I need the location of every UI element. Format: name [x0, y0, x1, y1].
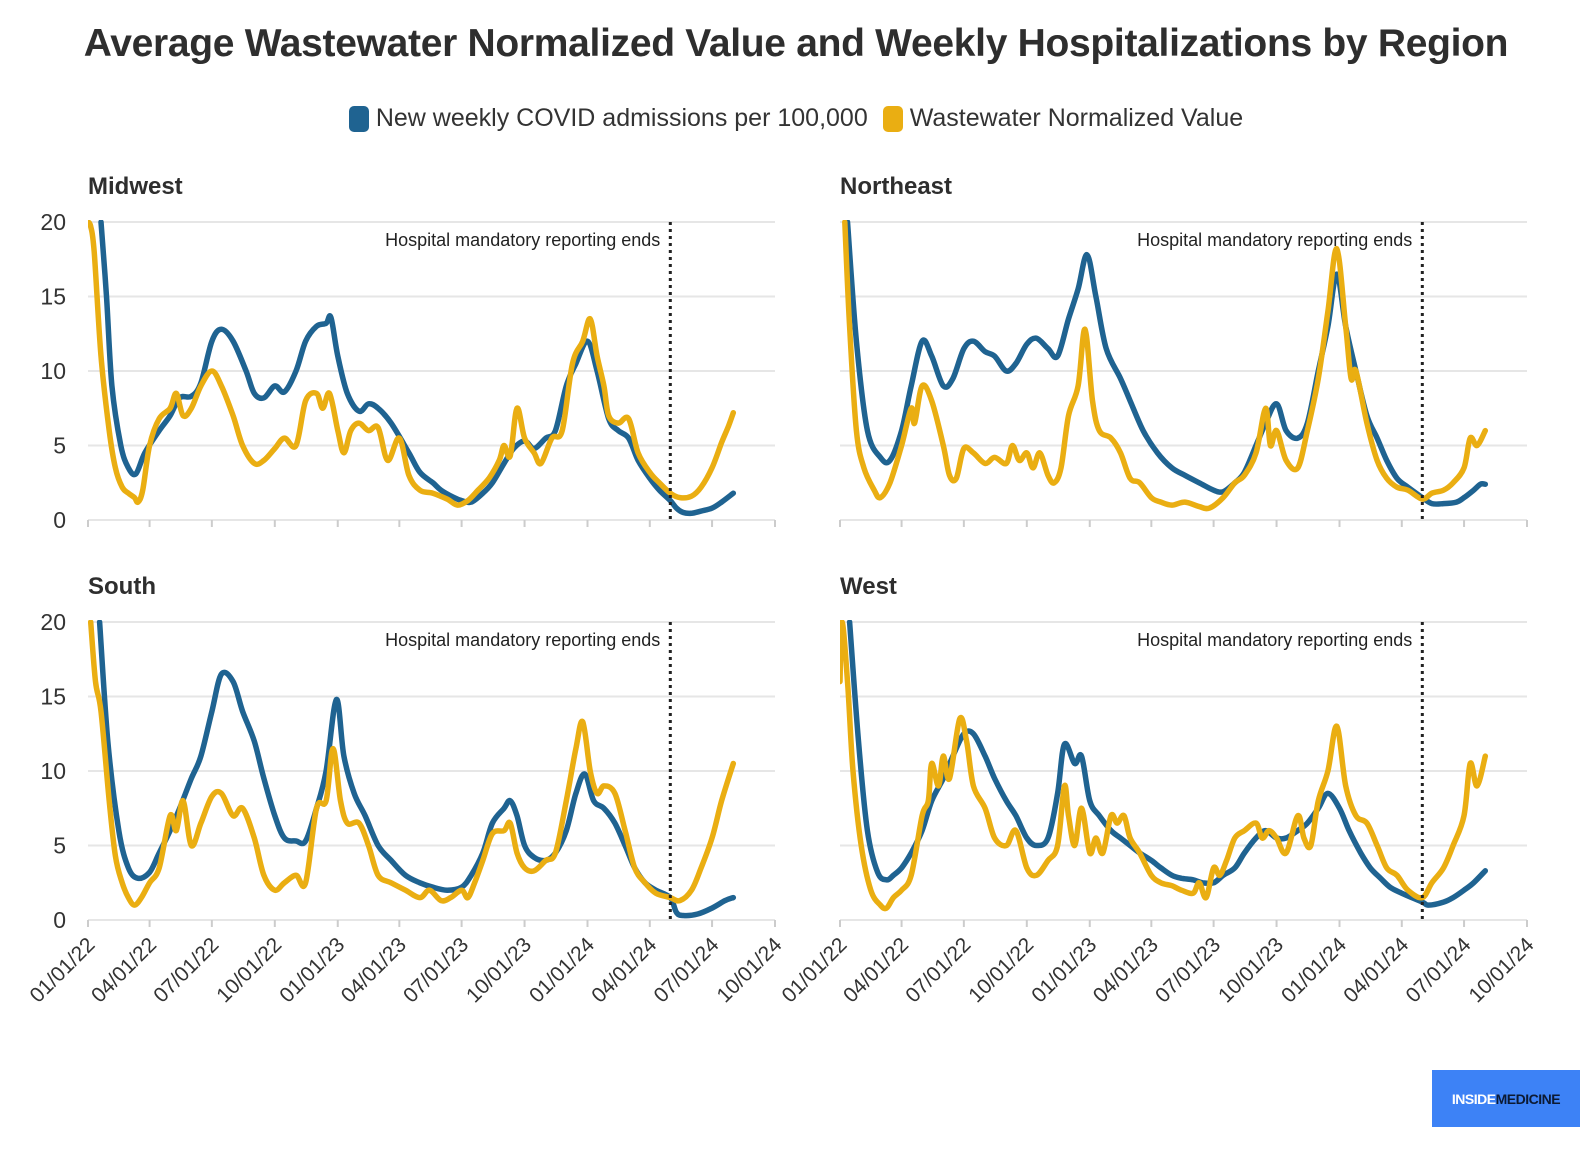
y-tick-label: 0 [53, 507, 66, 533]
series-line-wastewater-normalized-value [840, 620, 1489, 912]
series-line-new-weekly-covid-admissions-per-100-000 [844, 220, 1489, 507]
panel-midwest: Midwest 0 5 10 15 20 Hospital mandatory report… [40, 173, 776, 533]
panel-northeast: Northeast Hospital mandatory reporting en… [839, 173, 1528, 527]
x-tick-label: 10/01/23 [462, 933, 536, 1007]
x-tick-label: 07/01/24 [650, 933, 724, 1007]
x-tick-label: 04/01/22 [87, 933, 161, 1007]
logo-text-medicine: MEDICINE [1495, 1090, 1561, 1107]
legend-swatch-wastewater [882, 105, 903, 132]
x-tick-label: 01/01/24 [525, 933, 599, 1007]
y-tick-label: 15 [40, 684, 66, 710]
legend-label-wastewater: Wastewater Normalized Value [909, 104, 1244, 132]
legend: New weekly COVID admissions per 100,000 … [0, 104, 1592, 139]
x-tick-label: 04/01/22 [839, 933, 913, 1007]
panel-title-south: South [88, 573, 156, 600]
y-tick-label: 15 [40, 284, 66, 310]
y-tick-label: 20 [40, 609, 66, 635]
x-tick-label: 01/01/22 [777, 933, 851, 1007]
x-tick-label: 10/01/24 [1464, 933, 1538, 1007]
legend-item-admissions[interactable]: New weekly COVID admissions per 100,000 [348, 104, 868, 133]
panel-title-west: West [840, 573, 897, 600]
x-tick-label: 07/01/22 [901, 933, 975, 1007]
y-tick-label: 10 [40, 758, 66, 784]
series-line-wastewater-normalized-value [88, 220, 737, 508]
panel-title-northeast: Northeast [840, 173, 952, 200]
x-tick-label: 07/01/24 [1402, 933, 1476, 1007]
x-tick-label: 10/01/22 [212, 933, 286, 1007]
y-tick-label: 5 [53, 833, 66, 859]
series-line-new-weekly-covid-admissions-per-100-000 [96, 620, 737, 919]
y-tick-label: 0 [53, 907, 66, 933]
x-tick-label: 07/01/22 [149, 933, 223, 1007]
legend-swatch-admissions [348, 105, 369, 132]
series-line-wastewater-normalized-value [88, 620, 737, 908]
legend-item-wastewater[interactable]: Wastewater Normalized Value [882, 104, 1244, 133]
x-tick-label: 01/01/24 [1277, 933, 1351, 1007]
x-tick-label: 10/01/24 [712, 933, 786, 1007]
x-tick-label: 04/01/24 [1339, 933, 1413, 1007]
x-tick-label: 10/01/22 [964, 933, 1038, 1007]
annotation-label: Hospital mandatory reporting ends [1137, 230, 1412, 250]
annotation-label: Hospital mandatory reporting ends [385, 230, 660, 250]
series-line-new-weekly-covid-admissions-per-100-000 [846, 620, 1489, 908]
x-tick-label: 04/01/24 [587, 933, 661, 1007]
x-tick-label: 07/01/23 [399, 933, 473, 1007]
annotation-label: Hospital mandatory reporting ends [385, 630, 660, 650]
x-tick-label: 10/01/23 [1214, 933, 1288, 1007]
panel-west: West01/01/2204/01/2207/01/2210/01/2201/0… [777, 573, 1538, 1007]
panel-south: South0510152001/01/2204/01/2207/01/2210/… [25, 573, 786, 1007]
y-tick-label: 5 [53, 433, 66, 459]
inside-medicine-logo: INSIDE MEDICINE [1432, 1070, 1580, 1127]
chart-title: Average Wastewater Normalized Value and … [83, 22, 1509, 65]
x-tick-label: 07/01/23 [1151, 933, 1225, 1007]
y-tick-label: 10 [40, 358, 66, 384]
panel-title-midwest: Midwest [88, 173, 183, 200]
annotation-label: Hospital mandatory reporting ends [1137, 630, 1412, 650]
x-tick-label: 01/01/23 [275, 933, 349, 1007]
x-tick-label: 04/01/23 [1089, 933, 1163, 1007]
x-tick-label: 01/01/23 [1027, 933, 1101, 1007]
logo-text-inside: INSIDE [1451, 1090, 1496, 1107]
x-tick-label: 04/01/23 [337, 933, 411, 1007]
series-line-new-weekly-covid-admissions-per-100-000 [98, 220, 737, 517]
x-tick-label: 01/01/22 [25, 933, 99, 1007]
legend-label-admissions: New weekly COVID admissions per 100,000 [375, 104, 868, 132]
y-tick-label: 20 [40, 209, 66, 235]
series-line-wastewater-normalized-value [842, 220, 1489, 512]
